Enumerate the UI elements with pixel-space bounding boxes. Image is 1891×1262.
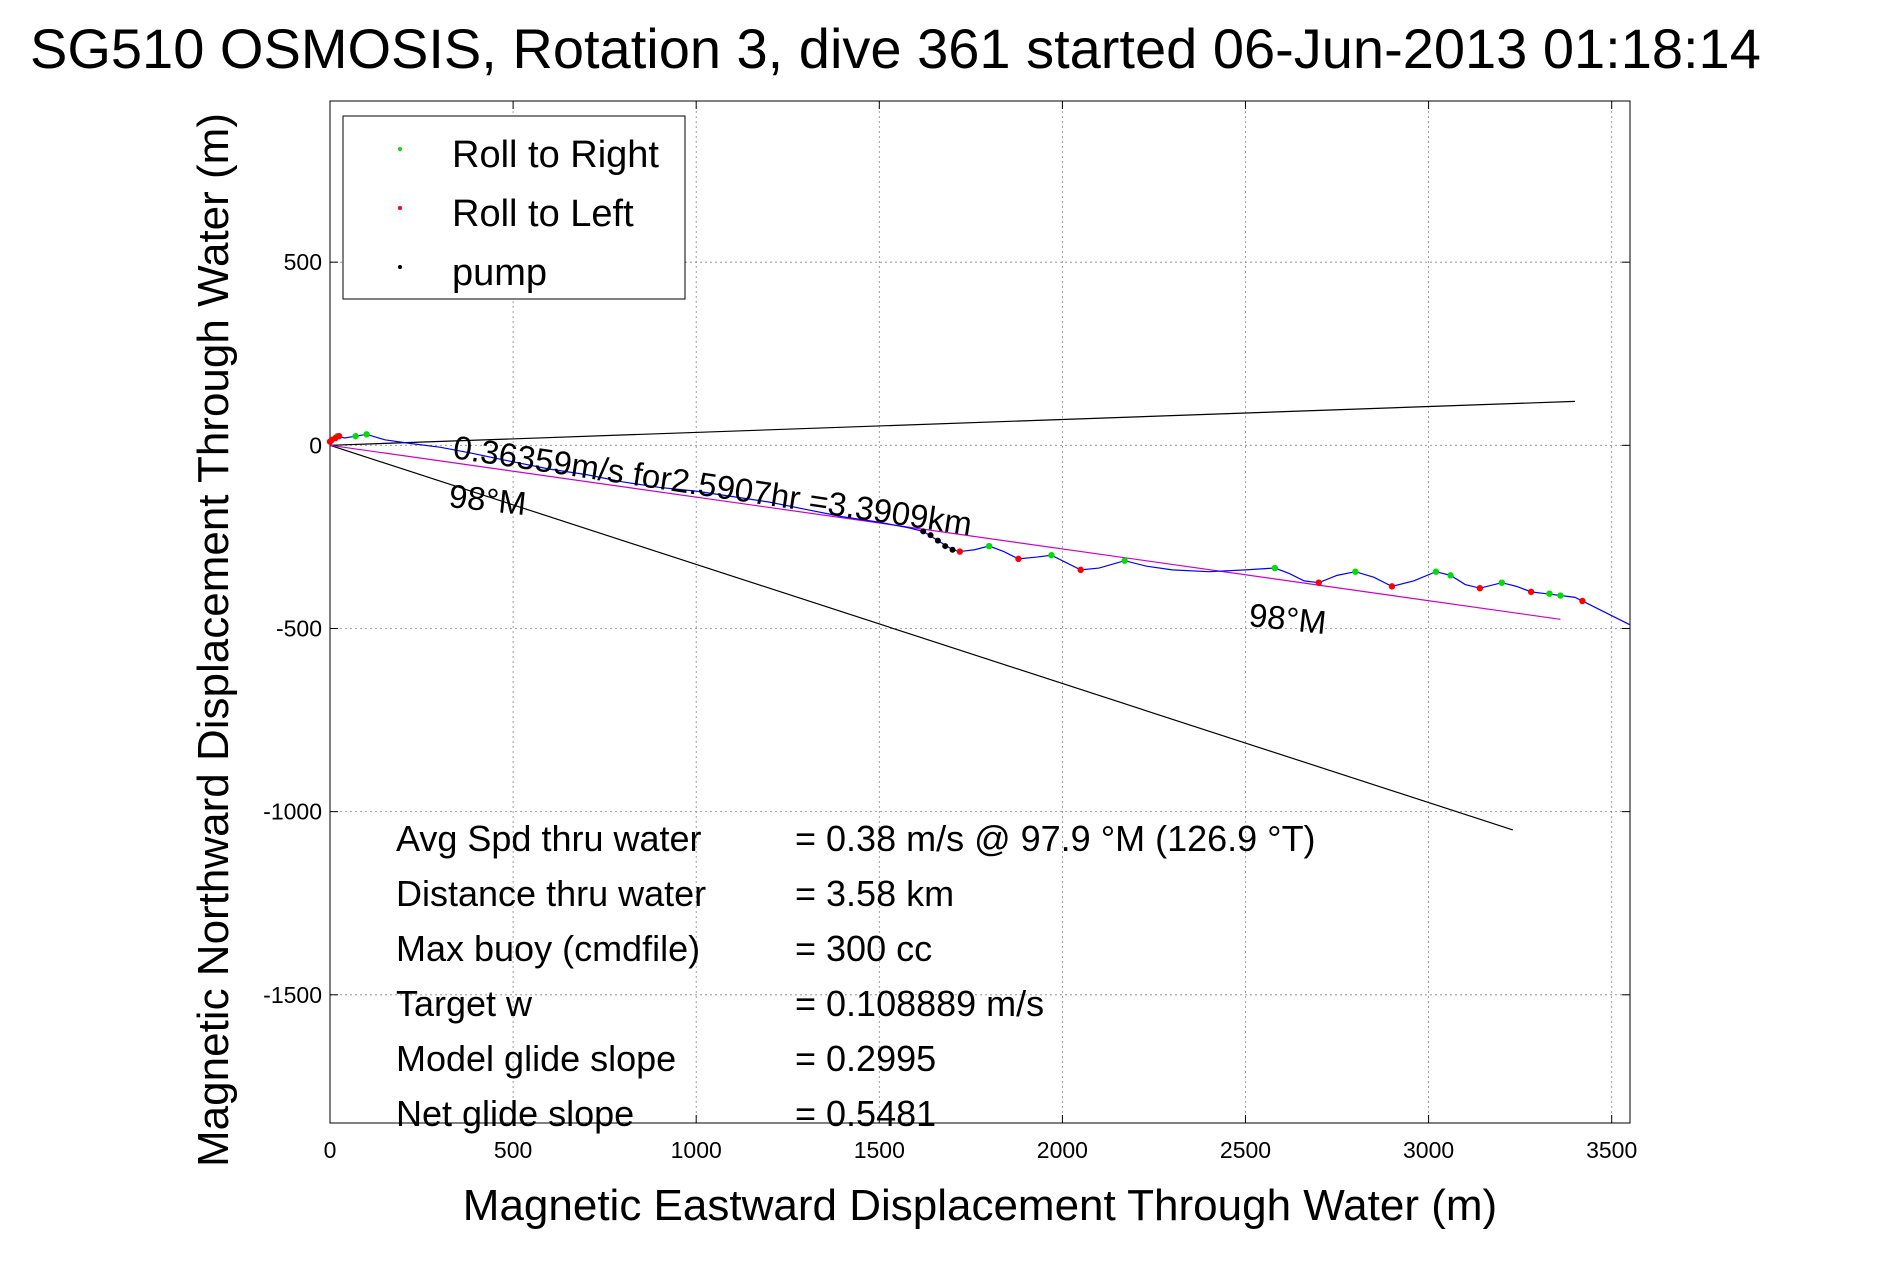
pump-point (949, 546, 956, 553)
y-tick-label: -500 (276, 615, 322, 641)
y-tick-label: -1000 (263, 799, 322, 825)
x-tick-label: 3500 (1586, 1137, 1637, 1163)
legend-marker (398, 265, 402, 269)
x-tick-label: 1000 (671, 1137, 722, 1163)
roll-right-point (1432, 568, 1440, 575)
y-ticks: 500 0 -500 -1000 -1500 (263, 249, 1630, 1008)
roll-left-point (1077, 566, 1084, 574)
roll-right-point (1121, 557, 1128, 564)
heading-annotation-a: 98°M (447, 477, 528, 522)
x-axis-label: Magnetic Eastward Displacement Through W… (463, 1181, 1497, 1230)
x-tick-label: 500 (494, 1137, 532, 1163)
legend-label: pump (452, 252, 547, 294)
reference-line (329, 400, 1576, 446)
roll-left-point (335, 432, 343, 440)
reference-line (329, 444, 1561, 620)
pump-point (942, 543, 949, 550)
roll-left-point (1476, 584, 1484, 592)
legend-marker (398, 147, 402, 151)
stat-label: Net glide slope (396, 1093, 634, 1134)
roll-right-point (1271, 564, 1278, 572)
stat-label: Distance thru water (396, 873, 706, 914)
plot-frame (329, 100, 1631, 1124)
stat-label: Max buoy (cmdfile) (396, 928, 700, 969)
roll-left-point (1579, 597, 1586, 605)
pump-point (927, 532, 934, 539)
roll-left-point (1388, 583, 1396, 590)
roll-left-point (1015, 555, 1022, 563)
roll-right-point (1447, 572, 1454, 579)
chart-title: SG510 OSMOSIS, Rotation 3, dive 361 star… (30, 17, 1761, 80)
grid (330, 101, 1630, 1123)
stat-label: Avg Spd thru water (396, 818, 702, 859)
roll-right-point (1546, 590, 1553, 597)
reference-lines (329, 400, 1576, 831)
x-tick-label: 2000 (1037, 1137, 1088, 1163)
pump-point (934, 537, 941, 544)
y-tick-label: 0 (309, 432, 322, 458)
heading-annotation-a-text: 98°M (447, 477, 528, 522)
x-tick-label: 0 (324, 1137, 337, 1163)
roll-left-point (956, 548, 964, 555)
roll-right-point (1557, 592, 1564, 599)
stats-block: Avg Spd thru water = 0.38 m/s @ 97.9 °M (… (396, 818, 1316, 1134)
roll-right-point (352, 432, 359, 440)
reference-line (329, 444, 1514, 831)
roll-right-point (1352, 568, 1359, 575)
roll-right-point (1498, 579, 1506, 586)
x-tick-label: 1500 (854, 1137, 905, 1163)
stat-value: = 300 cc (795, 928, 932, 969)
stat-label: Model glide slope (396, 1038, 676, 1079)
stat-value: = 0.5481 (795, 1093, 936, 1134)
x-tick-label: 2500 (1220, 1137, 1271, 1163)
y-tick-label: -1500 (263, 982, 322, 1008)
legend-label: Roll to Left (452, 193, 634, 235)
y-tick-label: 500 (284, 249, 322, 275)
stat-value: = 0.108889 m/s (795, 983, 1044, 1024)
legend-label: Roll to Right (452, 134, 659, 176)
stat-value: = 0.38 m/s @ 97.9 °M (126.9 °T) (795, 818, 1316, 859)
roll-markers (326, 431, 1586, 605)
roll-left-point (1315, 579, 1322, 586)
roll-right-point (363, 431, 370, 438)
stat-value: = 0.2995 (795, 1038, 936, 1079)
legend-marker (398, 206, 402, 210)
heading-annotation-b: 98°M (1247, 596, 1328, 641)
x-ticks: 0 500 1000 1500 2000 2500 3000 3500 (324, 101, 1637, 1163)
roll-right-point (985, 542, 993, 550)
pump-point (920, 528, 927, 535)
legend: Roll to Right Roll to Left pump (342, 115, 686, 300)
roll-right-point (1048, 552, 1055, 559)
roll-left-point (1527, 588, 1535, 596)
stat-label: Target w (396, 983, 533, 1024)
x-tick-label: 3000 (1403, 1137, 1454, 1163)
stat-value: = 3.58 km (795, 873, 954, 914)
heading-annotation-b-text: 98°M (1247, 596, 1328, 641)
y-axis-label: Magnetic Northward Displacement Through … (189, 113, 238, 1167)
